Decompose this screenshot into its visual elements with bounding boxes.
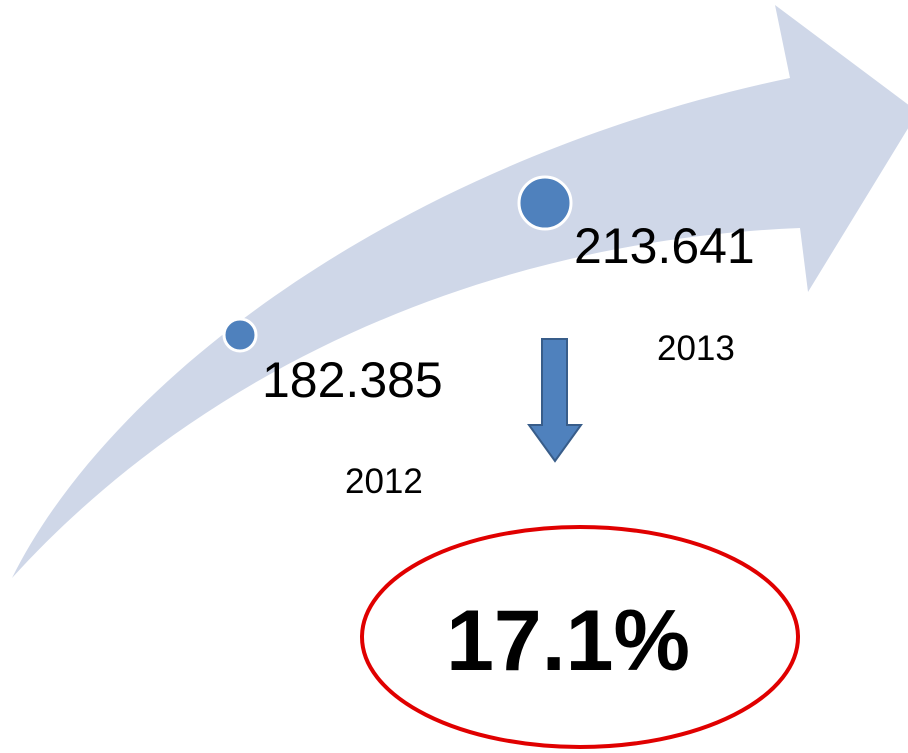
year-2013: 2013 bbox=[657, 329, 735, 368]
point-2012 bbox=[222, 317, 258, 353]
value-2013: 213.641 bbox=[574, 218, 755, 274]
value-2012: 182.385 bbox=[262, 352, 443, 408]
change-ellipse bbox=[360, 525, 800, 749]
down-arrow bbox=[527, 338, 583, 463]
point-2013 bbox=[517, 175, 573, 231]
change-percent: 17.1% bbox=[446, 593, 690, 689]
growth-arrow bbox=[12, 5, 908, 578]
year-2012: 2012 bbox=[345, 462, 423, 501]
